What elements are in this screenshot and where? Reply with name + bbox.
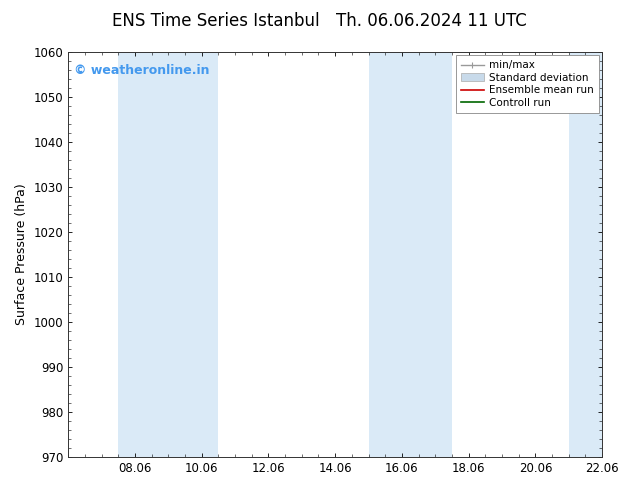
Legend: min/max, Standard deviation, Ensemble mean run, Controll run: min/max, Standard deviation, Ensemble me…: [456, 55, 599, 113]
Bar: [118, 52, 218, 457]
Text: © weatheronline.in: © weatheronline.in: [74, 64, 209, 77]
Y-axis label: Surface Pressure (hPa): Surface Pressure (hPa): [15, 184, 28, 325]
Text: ENS Time Series Istanbul: ENS Time Series Istanbul: [112, 12, 320, 30]
Bar: [569, 52, 602, 457]
Bar: [368, 52, 452, 457]
Text: Th. 06.06.2024 11 UTC: Th. 06.06.2024 11 UTC: [336, 12, 526, 30]
